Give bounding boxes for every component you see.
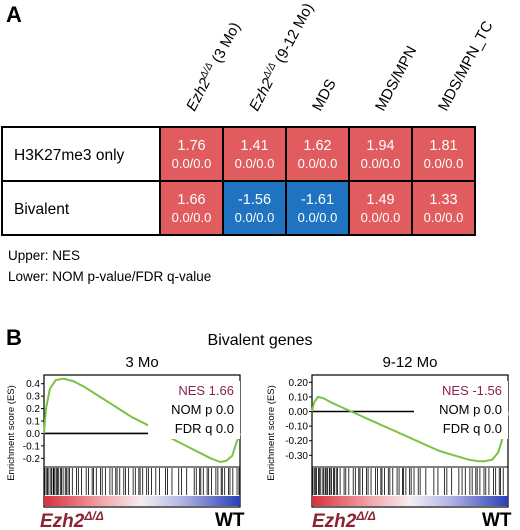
nes-text: NES 1.66 (178, 383, 234, 398)
nes-cell (222, 126, 287, 182)
gsea-plot-9-12mo: 9-12 Mo 0.20 0.10 0.00 -0.10 -0.20 -0.30 Enrich… (266, 354, 509, 508)
fdr-text: FDR q 0.0 (175, 421, 234, 436)
y-tick-label: -0.20 (285, 436, 308, 447)
y-tick-label: -0.1 (23, 441, 41, 452)
stat-value: 0.0/0.0 (172, 210, 212, 225)
y-tick-label: 0.2 (26, 404, 40, 415)
rank-gradient (44, 496, 240, 506)
gene-hits (44, 468, 240, 495)
y-tick-label: 0.1 (26, 417, 40, 428)
column-header: MDS/MPN_TC (435, 18, 497, 114)
column-header: Ezh2Δ/Δ (9-12 Mo) (245, 0, 317, 114)
nes-cell (348, 126, 413, 182)
nes-table: H3K27me3 only 1.76 0.0/0.0 1.41 0.0/0.0 1.62 0… (1, 126, 476, 236)
legend-lower: Lower: NOM p-value/FDR q-value (8, 269, 211, 284)
panel-a-letter: A (6, 2, 22, 27)
left-phenotype-label-2: Ezh2Δ/Δ (312, 509, 376, 530)
y-tick-label: -0.10 (285, 422, 308, 433)
stat-value: 0.0/0.0 (235, 156, 275, 171)
rank-gradient (312, 496, 508, 506)
column-headers: Ezh2Δ/Δ (3 Mo)Ezh2Δ/Δ (9-12 Mo)MDS MDS/MP… (182, 0, 497, 114)
stat-value: 0.0/0.0 (424, 210, 464, 225)
nes-value: 1.33 (429, 192, 457, 208)
nes-value: 1.94 (366, 138, 394, 154)
nes-value: -1.61 (301, 192, 334, 208)
y-tick-label: -0.2 (23, 454, 41, 465)
stat-value: 0.0/0.0 (361, 210, 401, 225)
nes-value: 1.49 (366, 192, 394, 208)
nes-text: NES -1.56 (442, 383, 502, 398)
nes-cell (222, 180, 287, 236)
nes-value: 1.81 (429, 138, 457, 154)
nom-text: NOM p 0.0 (439, 402, 502, 417)
y-tick-label: 0.10 (289, 392, 309, 403)
stat-value: 0.0/0.0 (298, 156, 338, 171)
stat-value: 0.0/0.0 (235, 210, 275, 225)
nes-value: -1.56 (238, 192, 271, 208)
y-tick-label: 0.20 (289, 378, 309, 389)
nom-text: NOM p 0.0 (171, 402, 234, 417)
y-tick-label: 0.3 (26, 392, 40, 403)
stat-value: 0.0/0.0 (298, 210, 338, 225)
y-tick-label: 0.00 (289, 407, 309, 418)
row-label-cell (1, 126, 161, 182)
y-tick-label: -0.30 (285, 451, 308, 462)
y-tick-label: 0.4 (26, 379, 40, 390)
nes-cell (348, 180, 413, 236)
nes-cell (159, 180, 224, 236)
nes-value: 1.41 (240, 138, 268, 154)
stat-value: 0.0/0.0 (424, 156, 464, 171)
nes-value: 1.76 (177, 138, 205, 154)
right-phenotype-label: WT (215, 510, 245, 530)
stat-value: 0.0/0.0 (172, 156, 212, 171)
nes-cell (159, 126, 224, 182)
nes-cell (411, 180, 476, 236)
y-axis-label: Enrichment score (ES) (6, 385, 17, 481)
plot-title: 3 Mo (125, 354, 158, 371)
panel-b-letter: B (6, 325, 22, 350)
nes-cell (285, 126, 350, 182)
left-phenotype-label: Ezh2Δ/Δ (40, 509, 104, 530)
y-axis-label: Enrichment score (ES) (266, 385, 277, 481)
gsea-plot-3mo: 3 Mo 0.4 0.30.2 0.10.0-0.1 -0.2 Enrichment sc… (6, 354, 241, 508)
nes-cell (411, 126, 476, 182)
column-header: Ezh2Δ/Δ (3 Mo) (182, 19, 244, 114)
nes-value: 1.66 (177, 192, 205, 208)
gene-hits (312, 468, 504, 495)
nes-value: 1.62 (303, 138, 331, 154)
stat-value: 0.0/0.0 (361, 156, 401, 171)
legend-upper: Upper: NES (8, 248, 80, 263)
plot-title: 9-12 Mo (382, 354, 437, 371)
column-header: MDS/MPN (372, 43, 420, 114)
enrichment-curve (43, 377, 241, 464)
stats-box (148, 381, 240, 439)
row-label: H3K27me3 only (14, 147, 125, 164)
row-label-cell (1, 180, 161, 236)
y-tick-label: 0.0 (26, 429, 40, 440)
column-header: MDS (309, 76, 340, 113)
nes-cell (285, 180, 350, 236)
panel-b-title: Bivalent genes (208, 332, 313, 349)
stats-box (414, 381, 508, 439)
row-label: Bivalent (14, 201, 70, 218)
right-phenotype-label-2: WT (482, 510, 512, 530)
fdr-text: FDR q 0.0 (443, 421, 502, 436)
enrichment-curve (311, 395, 509, 463)
